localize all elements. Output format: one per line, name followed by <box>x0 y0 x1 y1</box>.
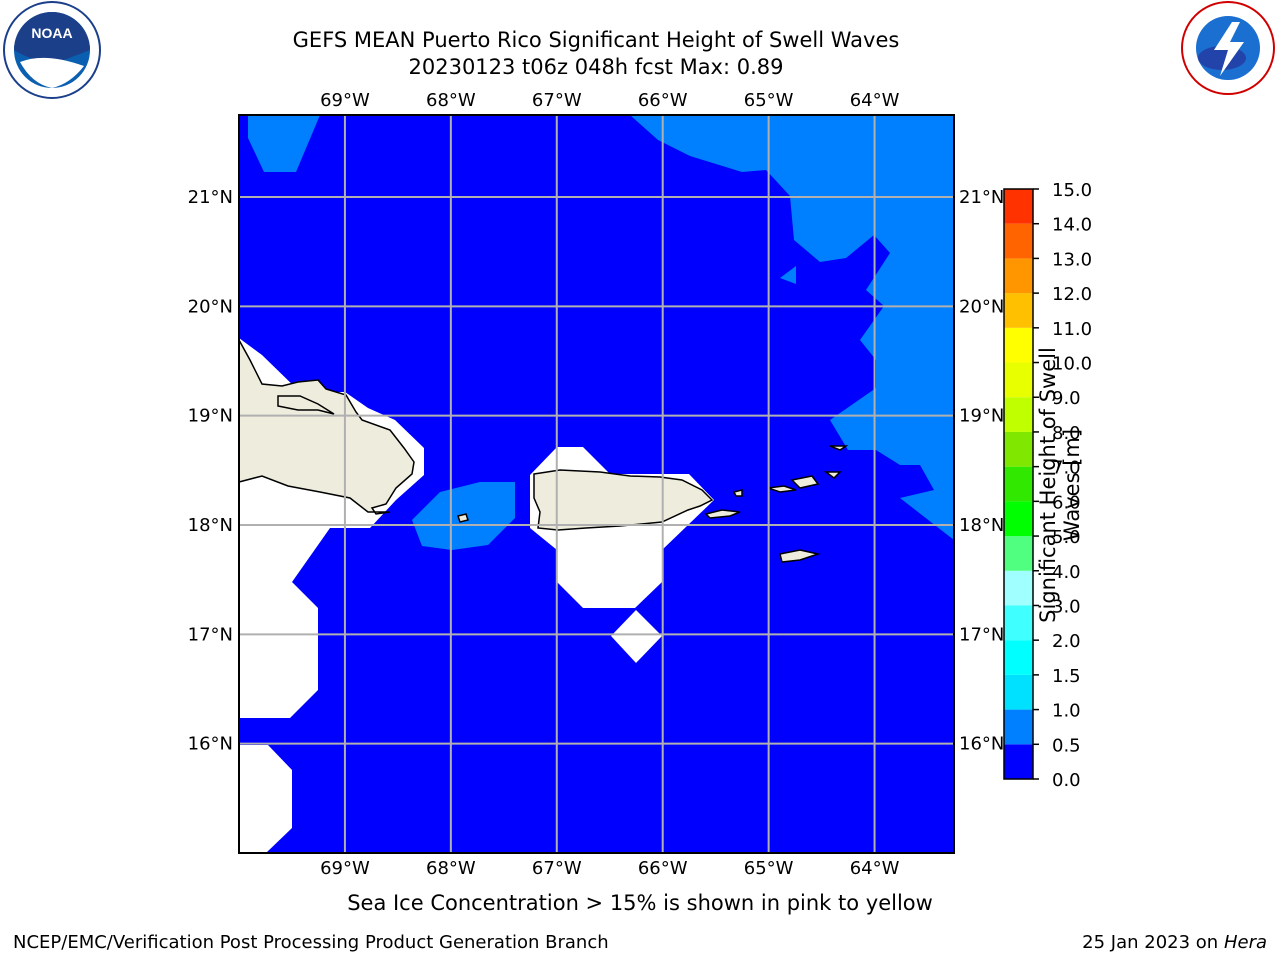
lon-label-bottom: 67°W <box>532 858 582 879</box>
colorbar-bin <box>1004 605 1033 641</box>
colorbar-bin <box>1004 466 1033 502</box>
colorbar-tick-label: 0.0 <box>1052 770 1081 791</box>
lat-label-right: 19°N <box>959 406 1004 427</box>
colorbar-tick-label: 2.0 <box>1052 631 1081 652</box>
colorbar-bin <box>1004 744 1033 779</box>
nodata-sw <box>239 745 292 853</box>
footer-machine: Hera <box>1223 932 1267 953</box>
colorbar-bin <box>1004 570 1033 606</box>
colorbar-tick-label: 13.0 <box>1052 249 1092 270</box>
colorbar-tick-label: 6.0 <box>1052 492 1081 513</box>
colorbar-bin <box>1004 189 1033 224</box>
colorbar-bin <box>1004 674 1033 710</box>
colorbar-bin <box>1004 327 1033 363</box>
colorbar-tick-label: 1.5 <box>1052 666 1081 687</box>
colorbar-bin <box>1004 293 1033 328</box>
swell-area-ne <box>630 115 954 540</box>
colorbar: 0.0 0.5 1.0 1.5 2.0 3.0 4.0 5.0 6.0 7.0 8.0 9.0 10.0… <box>1004 180 1092 791</box>
map-plot <box>238 114 955 854</box>
lat-label-right: 20°N <box>959 296 1004 317</box>
lon-label-top: 65°W <box>744 90 794 111</box>
colorbar-tick-label: 5.0 <box>1052 527 1081 548</box>
colorbar-tick-label: 12.0 <box>1052 284 1092 305</box>
colorbar-bin <box>1004 501 1033 537</box>
footer-branch: NCEP/EMC/Verification Post Processing Pr… <box>13 932 609 953</box>
lat-label-right: 21°N <box>959 187 1004 208</box>
lat-labels-left: 21°N 20°N 19°N 18°N 17°N 16°N <box>188 187 233 755</box>
land-hispaniola <box>238 339 415 515</box>
lon-label-top: 67°W <box>532 90 582 111</box>
lon-label-top: 66°W <box>638 90 688 111</box>
lat-labels-right: 21°N 20°N 19°N 18°N 17°N 16°N <box>959 187 1004 755</box>
colorbar-label: Significant Height of Swell Waves [m] <box>1036 305 1084 665</box>
noaa-logo-text: NOAA <box>31 25 72 41</box>
lon-label-top: 64°W <box>850 90 900 111</box>
colorbar-tick-label: 10.0 <box>1052 354 1092 375</box>
lon-label-bottom: 68°W <box>426 858 476 879</box>
chart-title: GEFS MEAN Puerto Rico Significant Height… <box>292 28 900 52</box>
colorbar-bin <box>1004 362 1033 398</box>
colorbar-tick-label: 1.0 <box>1052 701 1081 722</box>
colorbar-tick-label: 11.0 <box>1052 319 1092 340</box>
lon-label-top: 69°W <box>320 90 370 111</box>
lat-label-right: 18°N <box>959 515 1004 536</box>
chart-subtitle: 20230123 t06z 048h fcst Max: 0.89 <box>408 55 784 79</box>
colorbar-bin <box>1004 397 1033 432</box>
colorbar-tick-label: 15.0 <box>1052 180 1092 201</box>
lon-label-bottom: 69°W <box>320 858 370 879</box>
colorbar-bin <box>1004 536 1033 571</box>
lon-labels-bottom: 69°W 68°W 67°W 66°W 65°W 64°W <box>320 858 900 879</box>
colorbar-tick-label: 8.0 <box>1052 423 1081 444</box>
lat-label-left: 19°N <box>188 406 233 427</box>
colorbar-tick-label: 14.0 <box>1052 215 1092 236</box>
footer-date: 25 Jan 2023 on Hera <box>1082 932 1267 953</box>
swell-spot <box>780 266 796 284</box>
lon-label-bottom: 64°W <box>850 858 900 879</box>
colorbar-tick-label: 3.0 <box>1052 596 1081 617</box>
colorbar-tick-label: 9.0 <box>1052 388 1081 409</box>
colorbar-label-line2: Waves [m] <box>1060 428 1084 542</box>
colorbar-tick-label: 0.5 <box>1052 735 1081 756</box>
map-frame <box>238 114 955 854</box>
lon-label-top: 68°W <box>426 90 476 111</box>
noaa-logo: NOAA <box>3 1 101 99</box>
lat-label-left: 16°N <box>188 734 233 755</box>
swell-area-nw <box>248 115 320 172</box>
lon-label-bottom: 66°W <box>638 858 688 879</box>
land-islets <box>457 445 849 563</box>
lat-label-left: 20°N <box>188 296 233 317</box>
colorbar-bin <box>1004 431 1033 467</box>
footer-date-text: 25 Jan 2023 on <box>1082 932 1224 953</box>
lat-label-left: 18°N <box>188 515 233 536</box>
gridlines <box>239 115 954 853</box>
lon-labels-top: 69°W 68°W 67°W 66°W 65°W 64°W <box>320 90 900 111</box>
lat-label-right: 17°N <box>959 624 1004 645</box>
lon-label-bottom: 65°W <box>744 858 794 879</box>
colorbar-tick-label: 4.0 <box>1052 562 1081 583</box>
lat-label-left: 21°N <box>188 187 233 208</box>
nodata-south <box>611 610 662 663</box>
colorbar-bin <box>1004 258 1033 294</box>
colorbar-tick-label: 7.0 <box>1052 458 1081 479</box>
colorbar-frame <box>1003 188 1034 780</box>
colorbar-bin <box>1004 640 1033 675</box>
sea-ice-note: Sea Ice Concentration > 15% is shown in … <box>347 891 933 915</box>
colorbar-bin <box>1004 223 1033 259</box>
colorbar-label-line1: Significant Height of Swell <box>1036 347 1060 623</box>
lat-label-right: 16°N <box>959 734 1004 755</box>
nws-logo <box>1181 1 1275 95</box>
lat-label-left: 17°N <box>188 624 233 645</box>
colorbar-bin <box>1004 709 1033 745</box>
